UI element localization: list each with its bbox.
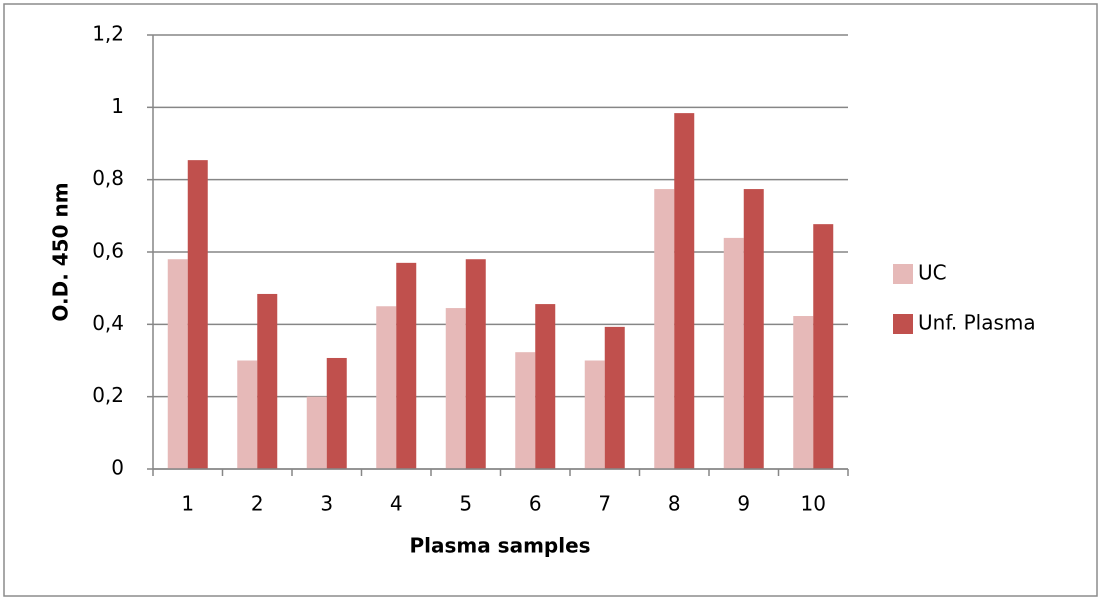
bar xyxy=(743,189,764,469)
legend-swatch xyxy=(893,264,913,284)
bar xyxy=(326,357,347,469)
x-axis-title: Plasma samples xyxy=(409,534,590,558)
x-tick-label: 2 xyxy=(251,492,264,516)
x-tick-label: 8 xyxy=(668,492,681,516)
bar xyxy=(515,352,536,469)
x-tick-label: 4 xyxy=(390,492,403,516)
bar xyxy=(396,262,417,469)
x-tick-label: 1 xyxy=(181,492,194,516)
y-tick-label: 0,6 xyxy=(92,239,124,263)
bar xyxy=(674,113,695,470)
bar xyxy=(584,360,605,469)
bar xyxy=(237,360,258,469)
y-tick-label: 1,2 xyxy=(92,22,124,46)
bar xyxy=(445,308,466,469)
x-tick-label: 7 xyxy=(598,492,611,516)
x-tick-label: 9 xyxy=(737,492,750,516)
bar xyxy=(604,326,625,469)
y-tick-label: 1 xyxy=(111,94,124,118)
x-tick-label: 5 xyxy=(459,492,472,516)
bar xyxy=(376,306,397,469)
bar xyxy=(306,396,327,469)
y-tick-label: 0 xyxy=(111,456,124,480)
bar xyxy=(813,224,834,469)
legend-label: UC xyxy=(918,261,947,285)
x-tick-label: 10 xyxy=(801,492,826,516)
bar xyxy=(465,259,486,469)
y-tick-label: 0,8 xyxy=(92,166,124,190)
bar xyxy=(535,304,556,469)
x-tick-label: 3 xyxy=(320,492,333,516)
x-tick-label: 6 xyxy=(529,492,542,516)
y-tick-label: 0,4 xyxy=(92,311,124,335)
legend-label: Unf. Plasma xyxy=(918,311,1036,335)
bar xyxy=(723,237,744,469)
bar xyxy=(654,189,675,469)
bar xyxy=(187,160,208,470)
bar xyxy=(257,293,278,469)
y-tick-label: 0,2 xyxy=(92,383,124,407)
legend-swatch xyxy=(893,314,913,334)
bar xyxy=(793,316,814,469)
y-axis-title: O.D. 450 nm xyxy=(49,182,73,321)
bar xyxy=(167,259,188,469)
